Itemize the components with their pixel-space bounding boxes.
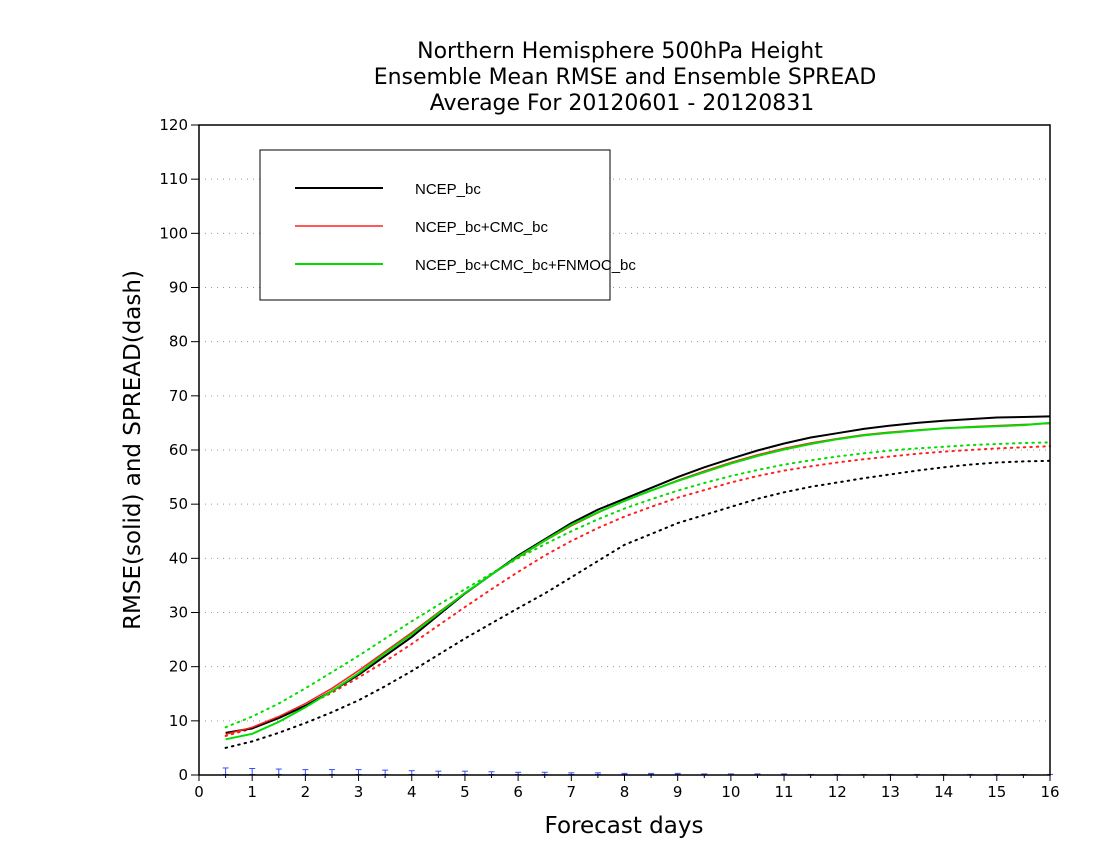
y-axis-ticks: 0 10 20 30 40 50 60 70 80 90 100 110 120 <box>159 116 199 784</box>
error-bar <box>355 769 362 775</box>
rmse-line-ncep-bc-cmc-bc-fnmoc-bc <box>225 421 1051 741</box>
y-tick-label: 0 <box>178 766 188 784</box>
series-layer <box>224 415 1051 749</box>
x-tick-label: 6 <box>513 783 523 801</box>
legend-box <box>259 149 611 301</box>
title-line-1: Northern Hemisphere 500hPa Height <box>417 39 823 64</box>
error-bar <box>328 769 335 775</box>
x-tick-label: 3 <box>354 783 364 801</box>
rmse-line-ncep-bc <box>225 415 1051 734</box>
x-tick-label: 2 <box>301 783 311 801</box>
x-axis-label: Forecast days <box>545 813 704 839</box>
legend-label-ncep-bc: NCEP_bc <box>415 181 481 198</box>
error-bar <box>249 768 256 775</box>
error-bar <box>222 767 229 775</box>
y-tick-label: 90 <box>169 279 188 297</box>
x-tick-label: 4 <box>407 783 417 801</box>
y-tick-label: 20 <box>169 658 188 676</box>
error-bar <box>302 769 309 775</box>
x-tick-label: 12 <box>828 783 847 801</box>
x-tick-label: 10 <box>721 783 740 801</box>
x-tick-label: 9 <box>673 783 683 801</box>
x-tick-label: 11 <box>775 783 794 801</box>
x-tick-label: 14 <box>934 783 953 801</box>
spread-line-ncep-bc <box>224 459 1051 749</box>
x-tick-label: 5 <box>460 783 470 801</box>
x-tick-label: 13 <box>881 783 900 801</box>
y-tick-label: 60 <box>169 441 188 459</box>
x-tick-label: 15 <box>987 783 1006 801</box>
x-tick-label: 7 <box>567 783 577 801</box>
error-bars <box>222 767 1053 775</box>
error-bar <box>275 768 282 775</box>
legend-label-ncep-cmc-fnmoc: NCEP_bc+CMC_bc+FNMOC_bc <box>415 257 636 274</box>
x-tick-label: 16 <box>1040 783 1059 801</box>
chart-title: Northern Hemisphere 500hPa Height Ensemb… <box>374 39 877 116</box>
y-axis-label: RMSE(solid) and SPREAD(dash) <box>120 270 146 630</box>
spread-line-ncep-bc-cmc-bc-fnmoc-bc <box>224 441 1051 729</box>
title-line-3: Average For 20120601 - 20120831 <box>430 91 815 116</box>
x-tick-label: 1 <box>247 783 257 801</box>
y-tick-label: 80 <box>169 333 188 351</box>
title-line-2: Ensemble Mean RMSE and Ensemble SPREAD <box>374 65 877 90</box>
y-tick-label: 50 <box>169 495 188 513</box>
y-tick-label: 30 <box>169 604 188 622</box>
y-tick-label: 120 <box>159 116 188 134</box>
legend: NCEP_bc NCEP_bc+CMC_bc NCEP_bc+CMC_bc+FN… <box>259 149 636 301</box>
y-tick-label: 100 <box>159 224 188 242</box>
y-tick-label: 110 <box>159 170 188 188</box>
y-tick-label: 10 <box>169 712 188 730</box>
y-tick-label: 70 <box>169 387 188 405</box>
x-tick-label: 0 <box>194 783 204 801</box>
y-tick-label: 40 <box>169 549 188 567</box>
legend-label-ncep-cmc: NCEP_bc+CMC_bc <box>415 219 548 236</box>
x-axis-ticks: 0 1 2 3 4 5 6 7 8 9 10 11 12 13 14 15 16 <box>194 775 1060 801</box>
spread-line-ncep-bc-cmc-bc <box>224 445 1051 737</box>
x-tick-label: 8 <box>620 783 630 801</box>
